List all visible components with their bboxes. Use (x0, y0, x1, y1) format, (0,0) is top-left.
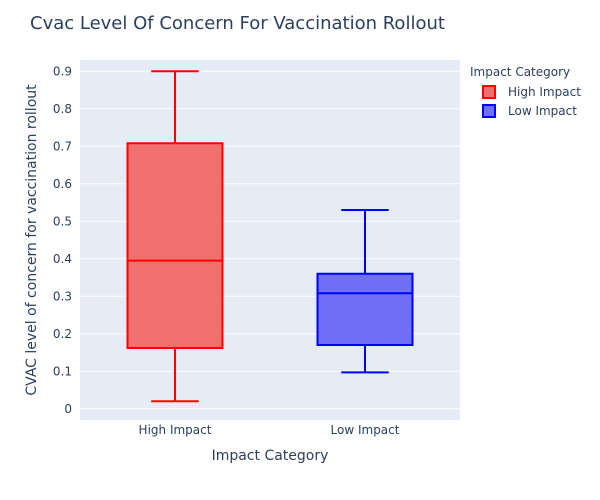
legend-item[interactable]: Low Impact (482, 104, 577, 118)
y-tick-label: 0.7 (53, 139, 72, 153)
y-axis-title: CVAC level of concern for vaccination ro… (24, 84, 40, 396)
y-tick-label: 0.5 (53, 214, 72, 228)
legend: Impact Category High Impact Low Impact (470, 65, 581, 118)
iqr-box (126, 142, 224, 349)
y-tick-label: 0.6 (53, 177, 72, 191)
x-tick-labels: High Impact Low Impact (139, 423, 400, 437)
x-tick-label: High Impact (139, 423, 212, 437)
x-axis-title: Impact Category (212, 448, 329, 464)
legend-swatch (482, 104, 496, 118)
y-tick-label: 0.2 (53, 327, 72, 341)
y-tick-label: 0.1 (53, 364, 72, 378)
chart-title: Cvac Level Of Concern For Vaccination Ro… (30, 13, 445, 34)
x-tick-label: Low Impact (331, 423, 400, 437)
legend-item[interactable]: High Impact (482, 85, 581, 99)
y-tick-label: 0.8 (53, 102, 72, 116)
legend-swatch (482, 85, 496, 99)
y-tick-label: 0.4 (53, 252, 72, 266)
y-tick-labels: 0 0.1 0.2 0.3 0.4 0.5 0.6 0.7 0.8 0.9 (53, 64, 72, 416)
box-high-impact (126, 70, 224, 403)
y-tick-label: 0.3 (53, 289, 72, 303)
legend-label: High Impact (508, 85, 581, 99)
legend-items: High Impact Low Impact (482, 85, 581, 118)
y-tick-label: 0 (64, 402, 72, 416)
box-low-impact (316, 209, 414, 374)
iqr-box (316, 272, 414, 346)
boxes (126, 70, 414, 403)
y-tick-label: 0.9 (53, 64, 72, 78)
legend-title: Impact Category (470, 65, 570, 79)
legend-label: Low Impact (508, 104, 577, 118)
